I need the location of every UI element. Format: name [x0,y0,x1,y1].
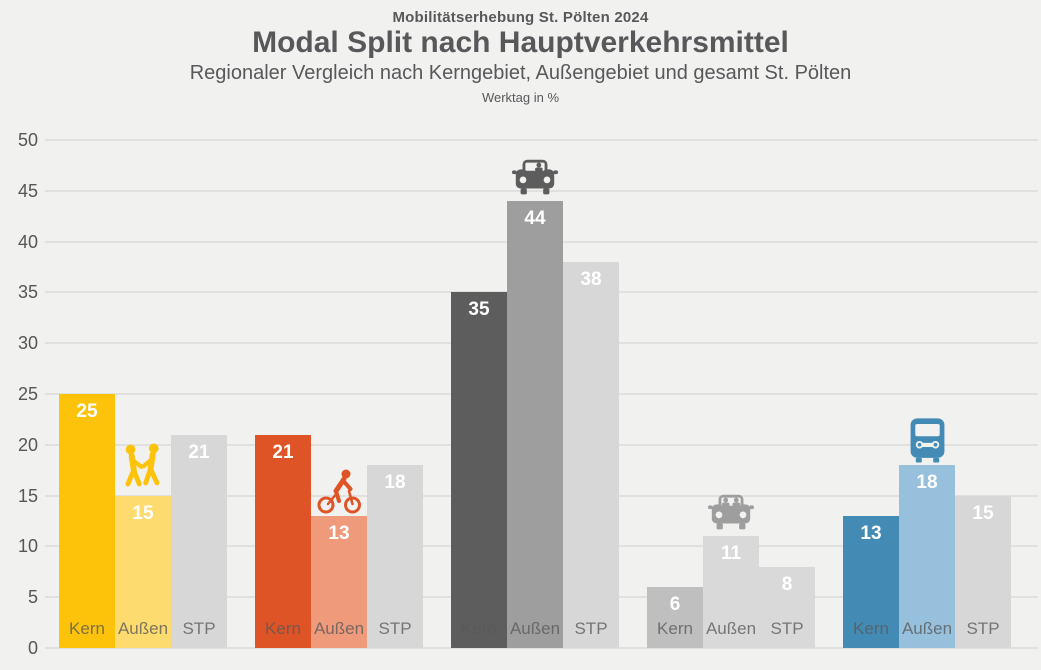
cyclist-icon [312,467,366,517]
bar-value-label: 15 [132,502,154,524]
car-passengers-icon [703,489,759,537]
y-tick-label: 25 [17,384,38,404]
y-tick-label: 5 [27,587,38,608]
bar-value-label: 35 [468,299,490,321]
y-tick-label: 0 [27,638,38,658]
grid-line [45,647,1038,649]
bar-category-label: STP [378,619,412,638]
car-driver-icon [507,154,563,202]
y-tick-label: 30 [17,333,38,354]
y-tick-label: 35 [17,282,38,303]
bar-value-label: 6 [669,594,681,615]
y-tick-label: 50 [17,130,38,150]
bar-value-label: 18 [384,472,406,494]
pedestrians-icon [116,443,170,497]
bar-category-label: Außen [901,619,953,638]
bar-value-label: 15 [972,502,994,524]
y-tick-label: 15 [17,485,38,506]
bar-category-label: Außen [509,619,561,638]
bar [703,536,759,648]
bar [759,566,815,648]
bar-category-label: Kern [461,619,497,638]
bar-value-label: 13 [328,522,350,544]
bar [311,515,367,648]
bar [171,434,227,648]
chart-unit-note: Werktag in % [481,90,560,105]
bar [563,261,619,648]
bar-category-label: STP [182,619,216,638]
bar [367,465,423,648]
bar-category-label: Kern [657,619,693,638]
bar-value-label: 21 [272,441,294,463]
bar-value-label: 11 [720,543,742,565]
grid-line [45,189,1038,192]
bar-category-label: Außen [117,619,169,638]
y-tick-label: 10 [17,536,38,557]
bar [647,587,703,648]
bar [451,292,507,648]
y-tick-label: 40 [17,231,38,252]
bar-category-label: Kern [265,619,301,638]
bar [59,394,115,648]
bar-category-label: STP [966,619,1000,638]
bar-value-label: 21 [188,441,210,463]
chart-subtitle: Regionaler Vergleich nach Kerngebiet, Au… [189,62,852,84]
bar [507,201,563,648]
bar [115,495,171,648]
bar-value-label: 8 [781,573,793,595]
grid-line [45,139,1038,141]
chart-overtitle: Mobilitätserhebung St. Pölten 2024 [392,9,649,26]
bar-category-label: Kern [69,619,105,638]
bar-category-label: Außen [313,619,365,638]
bus-icon [904,414,951,466]
bar [255,434,311,648]
bar-category-label: STP [574,619,608,638]
bar-category-label: STP [770,619,804,638]
bar [843,515,899,648]
y-tick-label: 20 [17,434,38,455]
bar-value-label: 44 [524,208,546,229]
chart-title: Modal Split nach Hauptverkehrsmittel [252,26,789,59]
bar-value-label: 38 [580,268,602,290]
bar-value-label: 25 [76,401,98,422]
bar-value-label: 13 [860,522,882,544]
y-tick-label: 45 [17,180,38,201]
bar-value-label: 18 [916,472,938,494]
bar [955,495,1011,648]
bar-category-label: Außen [705,619,757,638]
bar [899,465,955,648]
bar-category-label: Kern [853,619,889,638]
